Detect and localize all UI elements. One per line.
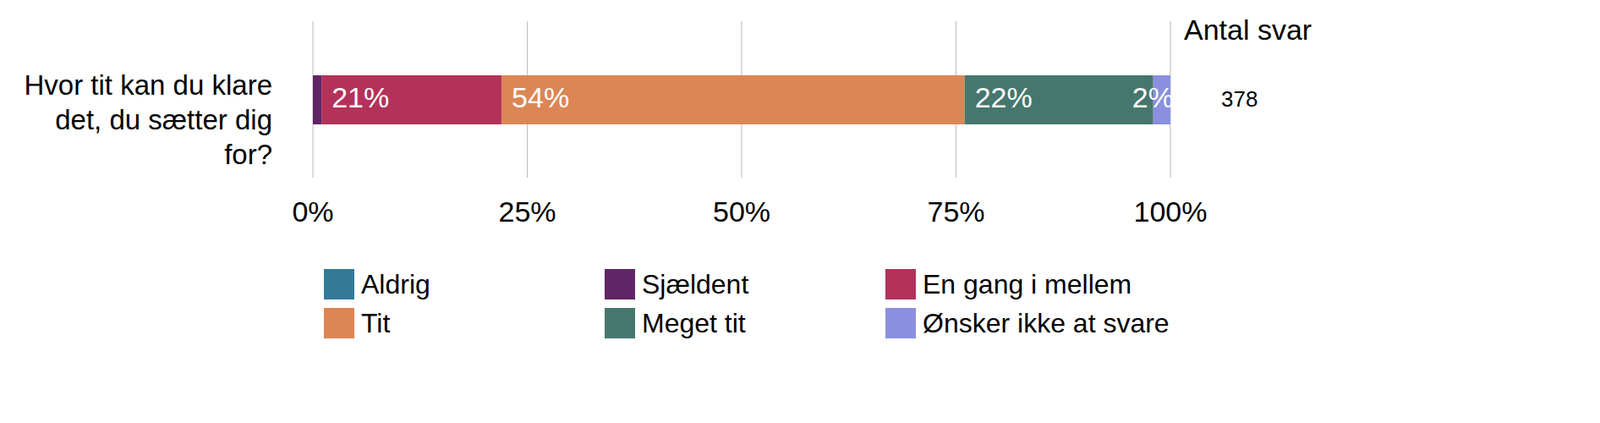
html-text:Meget tit: Meget tit	[641, 307, 746, 338]
svg-text:54%: 54%	[511, 81, 570, 114]
svg-text:2%: 2%	[1132, 81, 1174, 114]
html-text:Antal svar: Antal svar	[1183, 13, 1312, 46]
html-text:Aldrig: Aldrig	[361, 268, 431, 299]
svg-text:det, du sætter dig: det, du sætter dig	[54, 104, 273, 136]
svg-text:21%: 21%	[331, 81, 390, 114]
svg-text:100%: 100%	[1134, 195, 1208, 228]
svg-text:Hvor tit kan du klare: Hvor tit kan du klare	[24, 69, 273, 101]
svg-text:for?: for?	[224, 138, 273, 170]
svg-text:0%: 0%	[291, 195, 334, 228]
html-text:Sjældent: Sjældent	[641, 268, 749, 299]
html-text:En gang i mellem: En gang i mellem	[922, 268, 1132, 299]
svg-text:22%: 22%	[975, 81, 1033, 114]
svg-text:75%: 75%	[926, 195, 985, 228]
svg-text:50%: 50%	[712, 195, 771, 228]
html-text:Tit: Tit	[361, 307, 391, 338]
svg-text:25%: 25%	[498, 195, 556, 228]
html-text:Ønsker ikke at svare: Ønsker ikke at svare	[922, 307, 1170, 338]
html-text:378: 378	[1221, 86, 1258, 112]
